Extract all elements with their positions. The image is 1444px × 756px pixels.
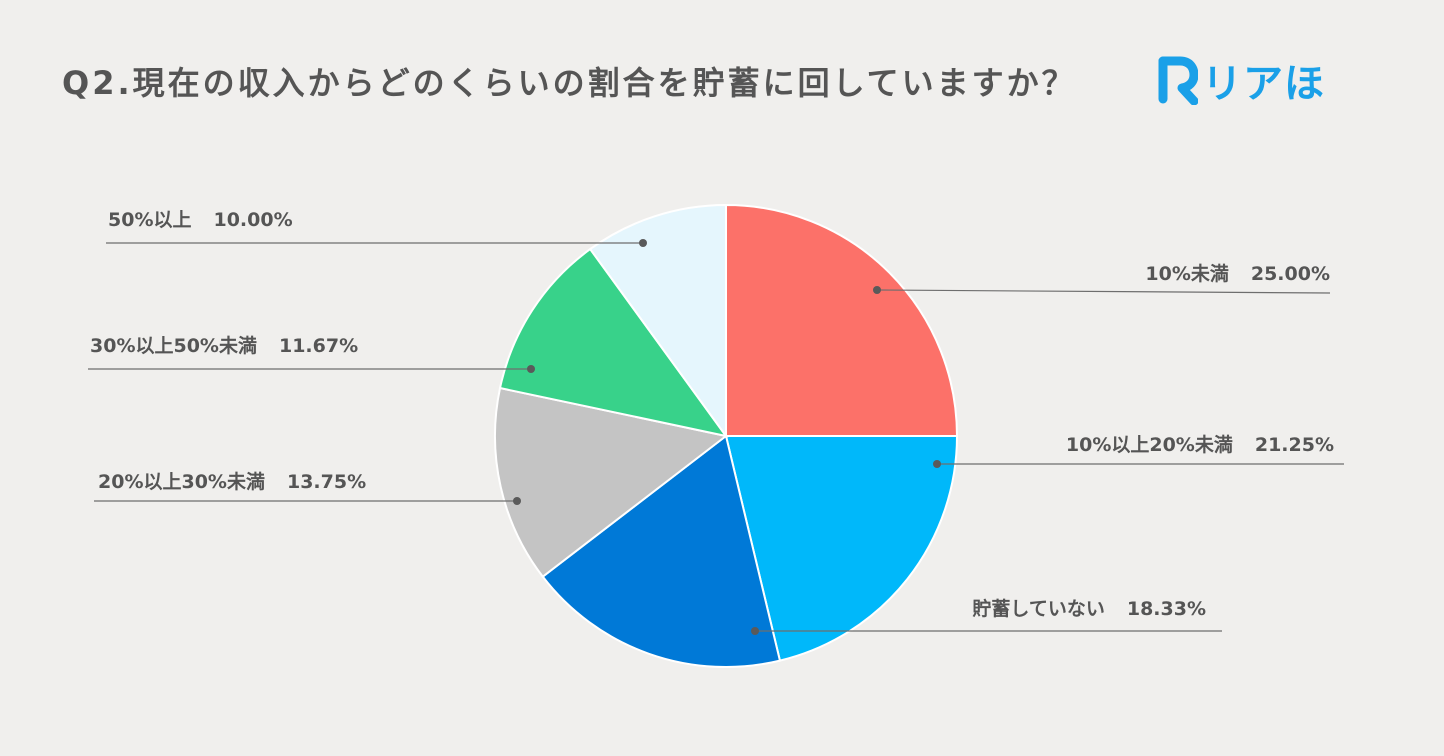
- chart-title: Q2.現在の収入からどのくらいの割合を貯蓄に回していますか？: [62, 64, 1077, 102]
- slice-category-label: 10%未満: [1145, 262, 1228, 285]
- slice-label-2: 10%以上20%未満 21.25%: [1066, 433, 1334, 456]
- slice-category-label: 50%以上: [108, 209, 191, 231]
- pie-slice-2: [724, 435, 959, 662]
- slice-labels: 10%未満 25.00% 10%以上20%未満 21.25% 貯蓄していない 18.33%…: [90, 209, 1334, 620]
- leader-dot-5: [527, 365, 535, 373]
- pie-slice-3: [541, 434, 782, 668]
- pie-slices: [494, 203, 959, 668]
- slice-label-5: 30%以上50%未満 11.67%: [90, 334, 358, 357]
- slice-value-label: 13.75%: [287, 471, 366, 493]
- slice-category-label: 20%以上30%未満: [98, 470, 265, 493]
- slice-label-4: 20%以上30%未満 13.75%: [98, 470, 366, 493]
- leader-dot-4: [513, 497, 521, 505]
- logo: リアほ: [1156, 52, 1325, 108]
- leader-lines: [88, 239, 1344, 635]
- slice-value-label: 21.25%: [1255, 434, 1334, 456]
- slice-label-6: 50%以上 10.00%: [108, 209, 293, 231]
- slice-value-label: 18.33%: [1127, 598, 1206, 620]
- leader-dot-1: [873, 286, 881, 294]
- slice-category-label: 30%以上50%未満: [90, 334, 257, 357]
- pie-slice-5: [498, 247, 729, 438]
- logo-text: リアほ: [1202, 61, 1325, 107]
- slice-label-3: 貯蓄していない 18.33%: [972, 597, 1206, 620]
- logo-r-icon: [1158, 56, 1198, 105]
- slice-category-label: 貯蓄していない: [972, 597, 1104, 620]
- slice-value-label: 10.00%: [213, 209, 292, 231]
- leader-line-1: [876, 289, 1331, 294]
- slice-value-label: 11.67%: [279, 335, 358, 357]
- slice-value-label: 25.00%: [1251, 263, 1330, 285]
- pie-slice-6: [588, 203, 727, 440]
- leader-dot-3: [751, 627, 759, 635]
- pie-slice-1: [725, 203, 959, 437]
- leader-dot-6: [639, 239, 647, 247]
- slice-label-1: 10%未満 25.00%: [1145, 262, 1330, 285]
- slice-category-label: 10%以上20%未満: [1066, 433, 1233, 456]
- leader-dot-2: [933, 460, 941, 468]
- pie-slice-4: [494, 386, 729, 579]
